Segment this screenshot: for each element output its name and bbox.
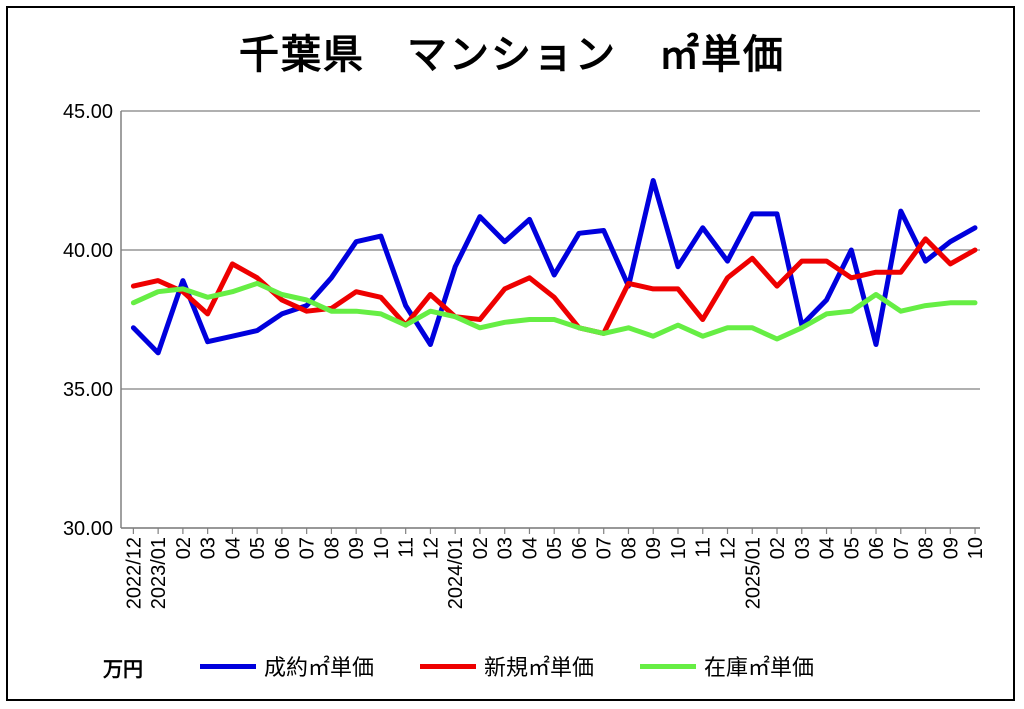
x-tick-label: 09 — [940, 537, 962, 559]
x-tick-label: 04 — [222, 537, 244, 559]
x-tick-label: 10 — [371, 537, 393, 559]
x-tick-label: 06 — [569, 537, 591, 559]
x-tick-label: 02 — [173, 537, 195, 559]
x-tick-label: 05 — [247, 537, 269, 559]
legend-swatch-series2 — [420, 663, 476, 669]
x-tick-label: 10 — [965, 537, 987, 559]
legend-label-series2: 新規㎡単価 — [484, 656, 595, 681]
x-tick-label: 07 — [594, 537, 616, 559]
legend: 万円 成約㎡単価 新規㎡単価 在庫㎡単価 — [0, 651, 1024, 685]
y-tick-label: 40.00 — [63, 240, 113, 262]
x-tick-label: 03 — [792, 537, 814, 559]
x-tick-label: 2023/01 — [148, 537, 170, 609]
x-tick-label: 2024/01 — [445, 537, 467, 609]
legend-item-series3: 在庫㎡単価 — [640, 651, 814, 681]
x-tick-label: 05 — [544, 537, 566, 559]
x-tick-label: 09 — [346, 537, 368, 559]
legend-label-series3: 在庫㎡単価 — [704, 656, 815, 681]
x-tick-label: 05 — [841, 537, 863, 559]
chart-title: 千葉県 マンション ㎡単価 — [239, 32, 785, 78]
y-tick-label: 45.00 — [63, 101, 113, 123]
chart-frame — [6, 6, 1015, 701]
x-tick-label: 08 — [916, 537, 938, 559]
x-tick-label: 02 — [470, 537, 492, 559]
x-tick-label: 12 — [717, 537, 739, 559]
x-tick-label: 07 — [891, 537, 913, 559]
x-tick-label: 08 — [321, 537, 343, 559]
legend-label-series1: 成約㎡単価 — [264, 656, 375, 681]
y-tick-label: 35.00 — [63, 379, 113, 401]
x-tick-label: 10 — [668, 537, 690, 559]
legend-item-series1: 成約㎡単価 — [200, 651, 374, 681]
x-tick-label: 12 — [420, 537, 442, 559]
unit-label: 万円 — [103, 657, 143, 681]
x-tick-label: 09 — [643, 537, 665, 559]
x-tick-label: 02 — [767, 537, 789, 559]
x-tick-label: 11 — [396, 537, 418, 558]
x-tick-label: 07 — [297, 537, 319, 559]
x-tick-label: 08 — [618, 537, 640, 559]
x-tick-label: 06 — [866, 537, 888, 559]
legend-item-series2: 新規㎡単価 — [420, 651, 594, 681]
legend-swatch-series1 — [200, 663, 256, 669]
x-tick-label: 04 — [817, 537, 839, 559]
x-tick-label: 11 — [693, 537, 715, 558]
x-tick-label: 2022/12 — [123, 537, 145, 609]
legend-swatch-series3 — [640, 663, 696, 669]
series-line-3 — [130, 280, 978, 342]
x-tick-label: 2025/01 — [742, 537, 764, 609]
series-line-1 — [130, 178, 978, 356]
x-tick-label: 03 — [495, 537, 517, 559]
x-tick-label: 03 — [198, 537, 220, 559]
x-tick-label: 06 — [272, 537, 294, 559]
y-tick-label: 30.00 — [63, 518, 113, 540]
x-tick-label: 04 — [519, 537, 541, 559]
